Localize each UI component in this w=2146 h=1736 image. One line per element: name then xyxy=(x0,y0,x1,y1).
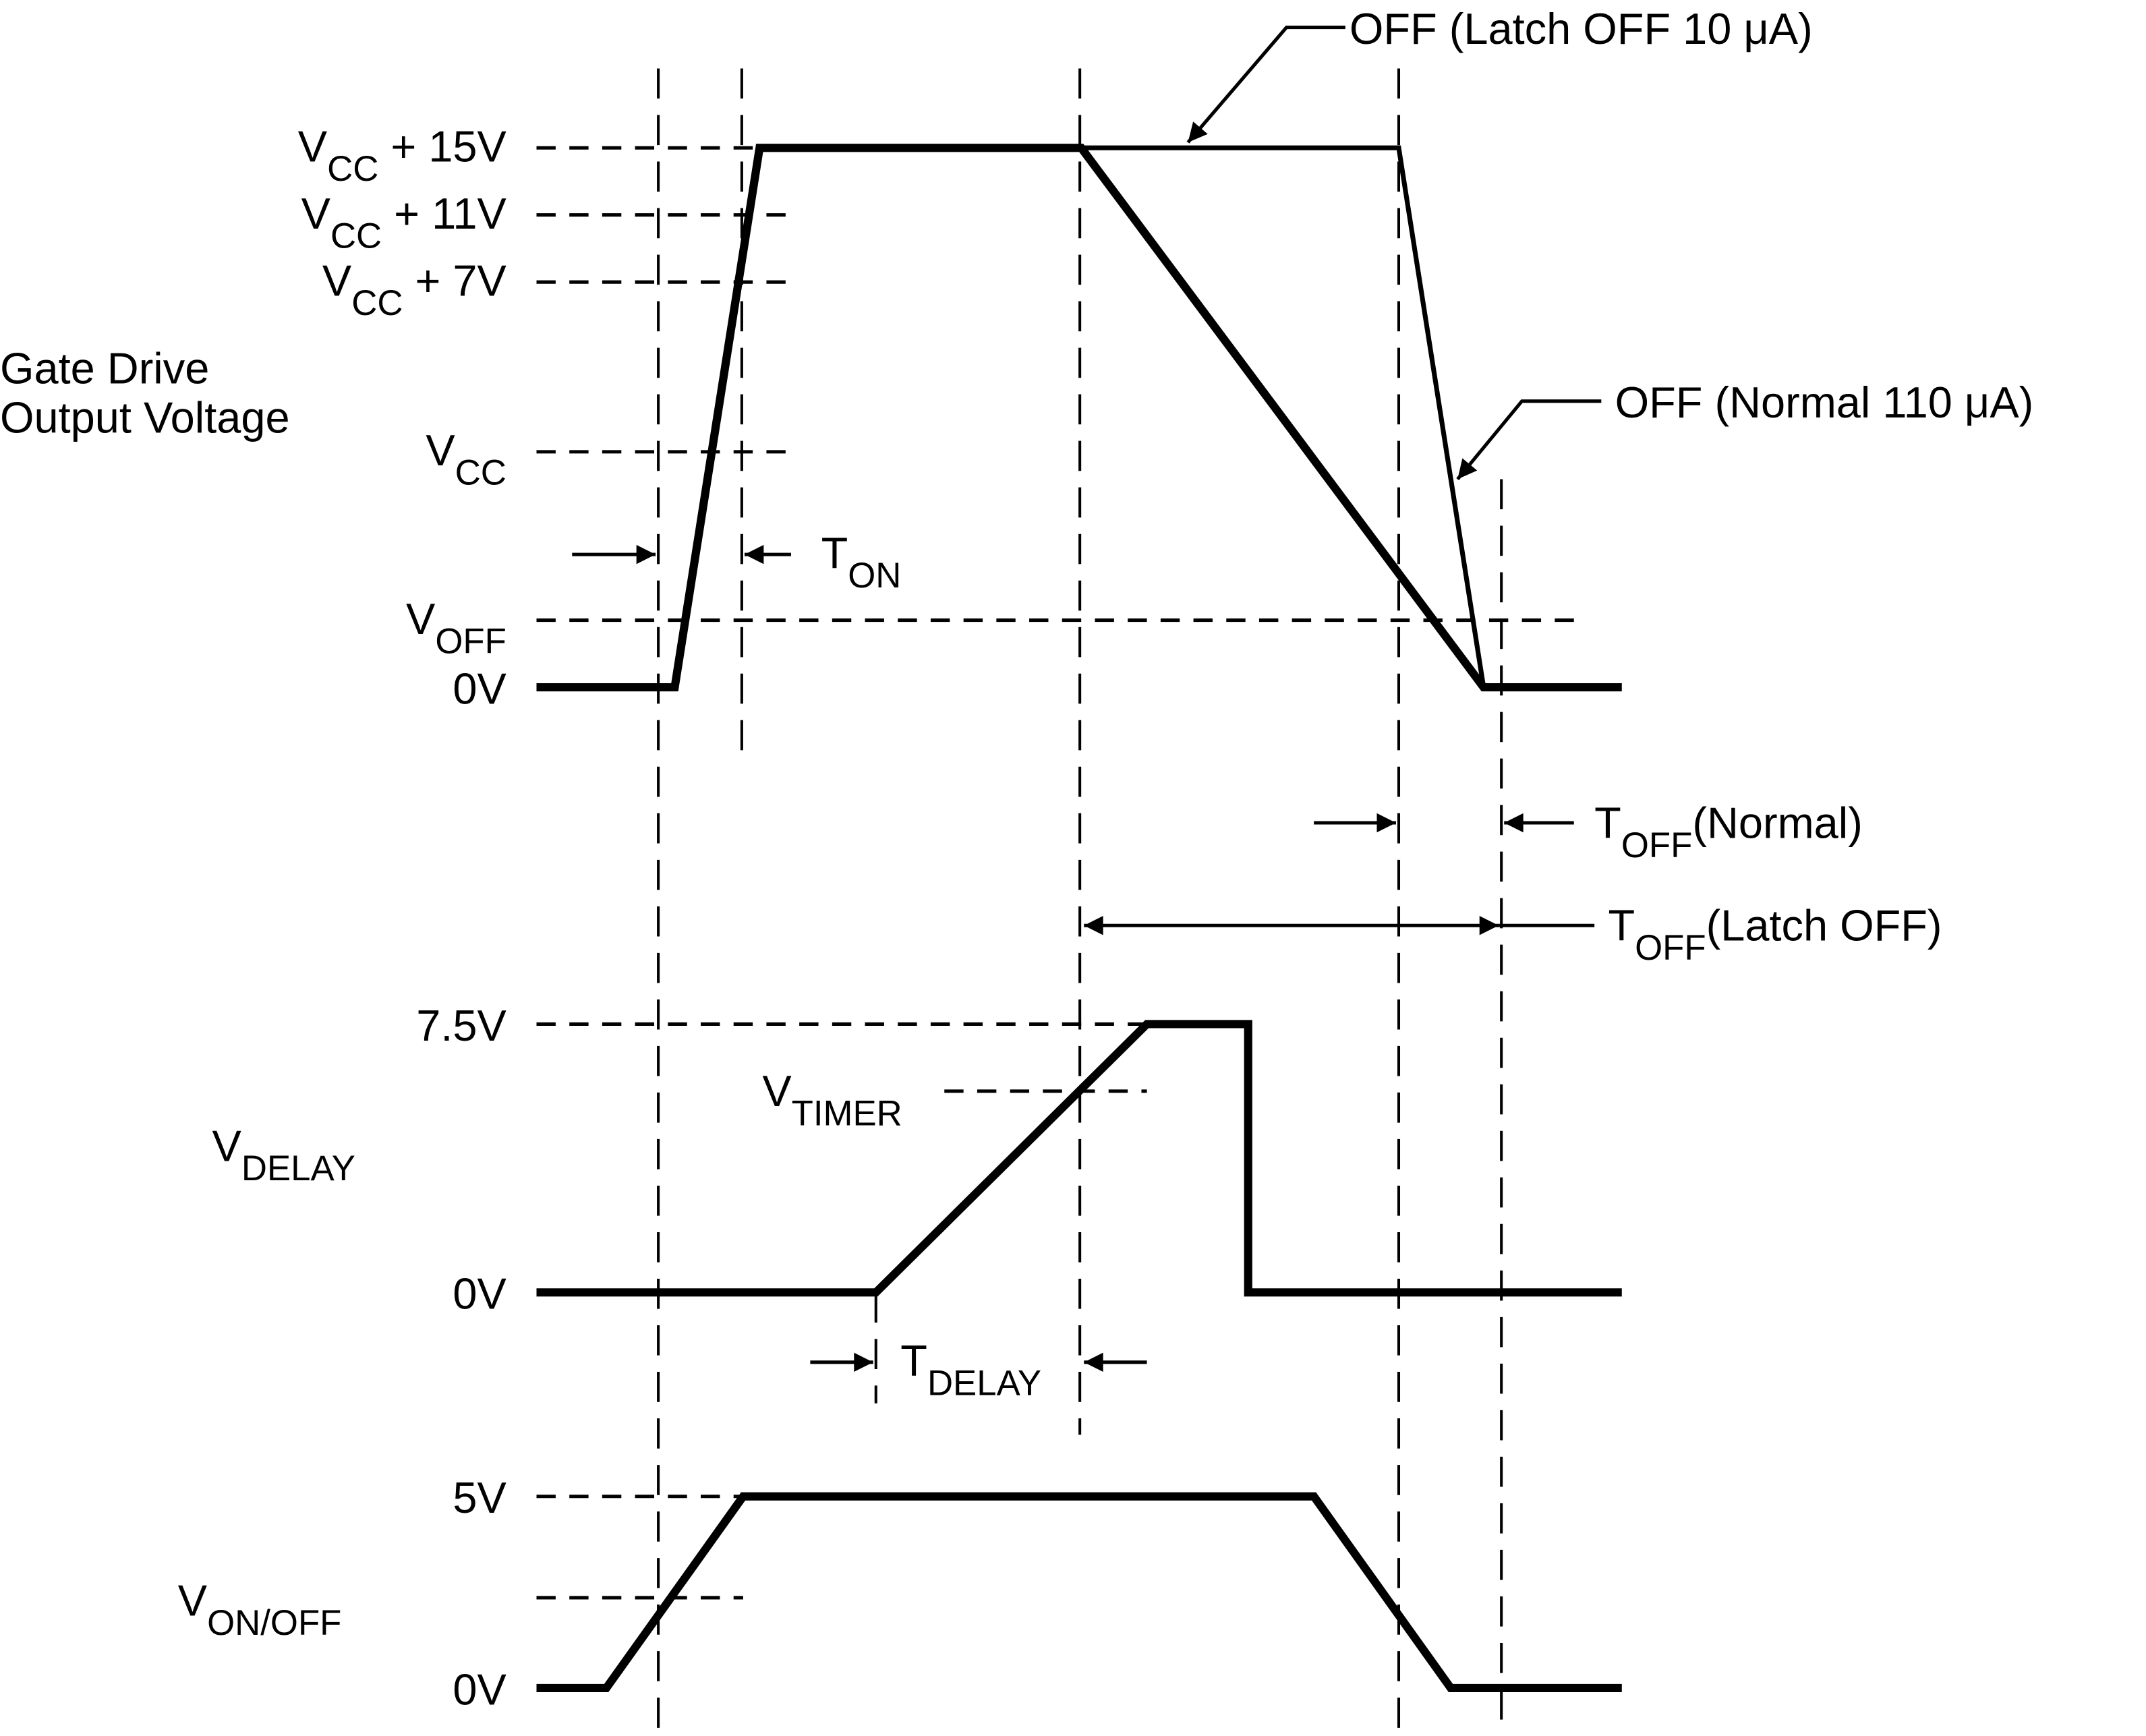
toff-latch-label: TOFF(Latch OFF) xyxy=(1608,901,1942,968)
delay-waveform xyxy=(536,1020,1622,1297)
gate-drive-latch-trace xyxy=(1081,145,1486,688)
gate-drive-waveform xyxy=(536,144,1622,692)
level-vcc-15v: VCC + 15V xyxy=(298,122,507,189)
onoff-level-zero: 0V xyxy=(453,1665,506,1714)
level-vcc: VCC xyxy=(426,426,506,492)
onoff-level-high: 5V xyxy=(453,1473,506,1522)
latch-off-pointer xyxy=(1186,26,1345,144)
level-gate-0v: 0V xyxy=(453,664,506,713)
level-dashes xyxy=(536,146,1588,1600)
toff-normal-label: TOFF(Normal) xyxy=(1594,798,1863,865)
onoff-waveform xyxy=(536,1492,1622,1693)
level-vcc-11v: VCC + 11V xyxy=(301,189,507,256)
onoff-label: VON/OFF xyxy=(178,1575,342,1642)
gate-drive-title-2: Output Voltage xyxy=(0,393,290,442)
tdelay-label: TDELAY xyxy=(900,1336,1041,1403)
latch-off-note: OFF (Latch OFF 10 μA) xyxy=(1350,4,1813,53)
ton-label: TON xyxy=(821,528,902,595)
delay-level-high: 7.5V xyxy=(416,1001,506,1050)
level-vcc-7v: VCC + 7V xyxy=(322,256,507,322)
delay-label: VDELAY xyxy=(212,1121,355,1188)
level-voff: VOFF xyxy=(406,594,506,661)
vertical-guides xyxy=(657,68,1503,1736)
normal-off-pointer xyxy=(1456,399,1602,481)
delay-level-zero: 0V xyxy=(453,1269,506,1319)
vtimer-label: VTIMER xyxy=(762,1066,902,1133)
gate-drive-normal-trace xyxy=(536,144,1622,692)
gate-drive-title-1: Gate Drive xyxy=(0,343,209,393)
labels: Gate Drive Output Voltage VCC + 15V VCC … xyxy=(0,4,2033,1714)
annotation-arrows xyxy=(572,26,1602,1372)
normal-off-note: OFF (Normal 110 μA) xyxy=(1615,378,2034,427)
